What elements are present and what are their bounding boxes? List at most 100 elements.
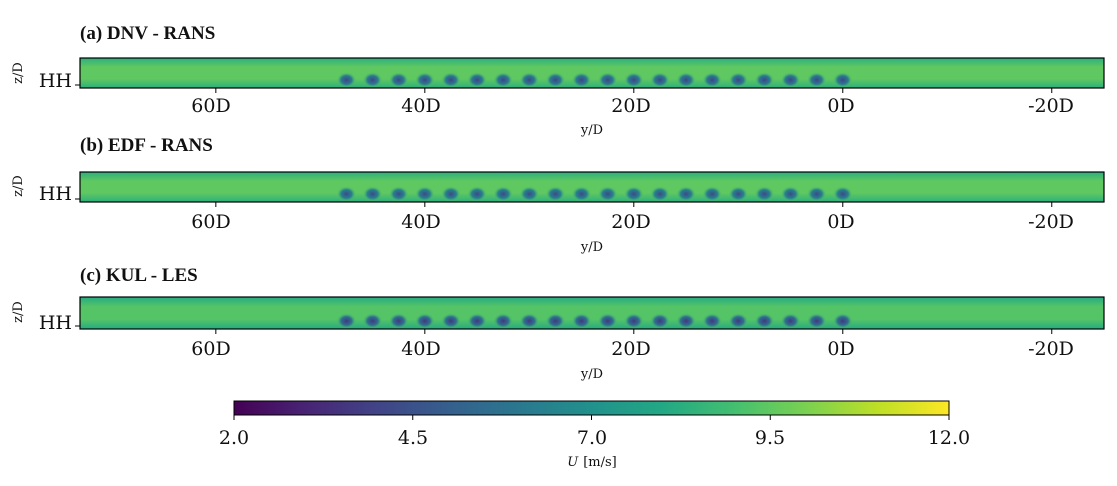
panel-c-ylabel: z/D (11, 301, 26, 323)
panel-c-title: (c) KUL - LES (80, 265, 198, 286)
turbine-wake (493, 186, 514, 202)
panel-b-title: (b) EDF - RANS (80, 135, 213, 156)
panel-c-xtick-20: 20D (611, 338, 650, 360)
turbine-wake (676, 72, 697, 88)
plot-frame (79, 171, 1105, 203)
turbine-wake (780, 186, 801, 202)
turbine-wake (728, 313, 749, 329)
turbine-wake (832, 186, 853, 202)
turbine-wake (623, 72, 644, 88)
colorbar-ticks (233, 415, 950, 420)
panel-a-xtick-60: 60D (191, 95, 230, 117)
turbine-wake (414, 186, 435, 202)
turbine-wake (493, 72, 514, 88)
panel-a-xtick-40: 40D (401, 95, 440, 117)
panel-b-heatmap (75, 171, 1105, 207)
turbine-wake (336, 186, 357, 202)
turbine-wake (545, 313, 566, 329)
panel-a-xlabel: y/D (580, 123, 603, 138)
panel-c-xtick-40: 40D (401, 338, 440, 360)
heatmap-field (80, 297, 1104, 329)
turbine-wake (545, 186, 566, 202)
turbine-wake (780, 72, 801, 88)
turbine-wake (676, 313, 697, 329)
panel-c: (c) KUL - LES z/D HH 60D 40D 20D 0D -20D… (11, 265, 1105, 382)
turbine-wake (545, 72, 566, 88)
turbine-wake (467, 186, 488, 202)
turbine-wake (597, 72, 618, 88)
turbine-wake (440, 72, 461, 88)
turbine-wake (571, 186, 592, 202)
panel-c-xticks: 60D 40D 20D 0D -20D (191, 338, 1074, 360)
turbine-wake (806, 186, 827, 202)
turbine-wake (702, 186, 723, 202)
panel-c-xtick-neg20: -20D (1028, 338, 1074, 360)
colorbar-tick-12: 12.0 (928, 427, 970, 449)
turbine-wake (519, 186, 540, 202)
turbine-wake (597, 313, 618, 329)
turbine-wake (519, 72, 540, 88)
panel-a-xtick-0: 0D (827, 95, 854, 117)
panel-a: (a) DNV - RANS z/D HH 60D 40D 20D 0D -20… (11, 23, 1105, 138)
panel-a-xticks: 60D 40D 20D 0D -20D (191, 95, 1074, 117)
colorbar-label: U [m/s] (567, 455, 617, 470)
turbine-wake (754, 186, 775, 202)
turbine-wake (388, 72, 409, 88)
panel-a-xtick-neg20: -20D (1028, 95, 1074, 117)
turbine-wake (832, 313, 853, 329)
colorbar-label-unit: [m/s] (583, 455, 617, 470)
turbine-wake (440, 313, 461, 329)
heatmap-field (80, 172, 1104, 202)
colorbar-tick-7: 7.0 (577, 427, 607, 449)
colorbar-label-var: U (567, 455, 579, 470)
plot-frame (79, 296, 1105, 330)
panel-b-xtick-40: 40D (401, 211, 440, 233)
panel-c-heatmap (75, 296, 1105, 334)
turbine-wake (362, 186, 383, 202)
panel-b-xticks: 60D 40D 20D 0D -20D (191, 211, 1074, 233)
panel-b-xtick-neg20: -20D (1028, 211, 1074, 233)
panel-a-xtick-20: 20D (611, 95, 650, 117)
colorbar-gradient (233, 400, 950, 416)
turbine-wake (832, 72, 853, 88)
turbine-wake (414, 313, 435, 329)
turbine-wake (493, 313, 514, 329)
turbine-wake (388, 186, 409, 202)
turbine-wake (676, 186, 697, 202)
turbine-wake (702, 72, 723, 88)
turbine-wake (467, 72, 488, 88)
turbine-wake (806, 72, 827, 88)
panel-a-ytick: HH (39, 70, 72, 92)
panel-b-xtick-0: 0D (827, 211, 854, 233)
panel-b-ytick: HH (39, 183, 72, 205)
turbine-wake (780, 313, 801, 329)
panel-b-xtick-20: 20D (611, 211, 650, 233)
panel-a-title: (a) DNV - RANS (80, 23, 215, 44)
turbine-wake (336, 313, 357, 329)
turbine-wake (467, 313, 488, 329)
turbine-wake (388, 313, 409, 329)
colorbar: 2.0 4.5 7.0 9.5 12.0 U [m/s] (219, 400, 970, 470)
turbine-wake (336, 72, 357, 88)
panel-c-xlabel: y/D (580, 367, 603, 382)
panel-b-ylabel: z/D (11, 175, 26, 197)
panel-a-heatmap (75, 57, 1105, 93)
turbine-wake (623, 186, 644, 202)
colorbar-tick-2: 2.0 (219, 427, 249, 449)
turbine-wake (519, 313, 540, 329)
colorbar-tick-4-5: 4.5 (398, 427, 428, 449)
panel-c-ytick: HH (39, 312, 72, 334)
panel-b-xtick-60: 60D (191, 211, 230, 233)
turbine-wake (754, 72, 775, 88)
turbine-wake (414, 72, 435, 88)
turbine-wake (649, 72, 670, 88)
turbine-wake (754, 313, 775, 329)
heatmap-field (80, 58, 1104, 88)
turbine-wake (571, 72, 592, 88)
turbine-wake (597, 186, 618, 202)
turbine-wake (362, 313, 383, 329)
turbine-wake (806, 313, 827, 329)
panel-c-xtick-0: 0D (827, 338, 854, 360)
colorbar-tick-9-5: 9.5 (755, 427, 785, 449)
